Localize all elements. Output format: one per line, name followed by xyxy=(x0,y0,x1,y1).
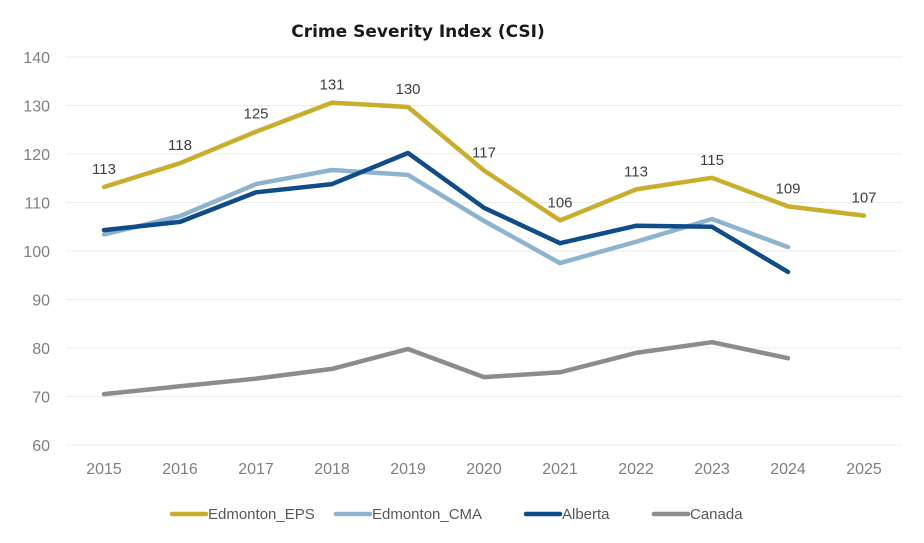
y-tick-label: 90 xyxy=(32,293,50,310)
y-tick-label: 110 xyxy=(24,196,50,213)
x-tick-label: 2020 xyxy=(466,461,502,478)
data-label-edmonton-eps: 131 xyxy=(319,77,344,94)
data-label-edmonton-eps: 130 xyxy=(395,81,420,98)
data-label-edmonton-eps: 117 xyxy=(472,144,496,161)
x-tick-label: 2015 xyxy=(86,461,122,478)
series-line-alberta xyxy=(101,150,791,275)
x-tick-label: 2016 xyxy=(162,461,198,478)
series-line-canada xyxy=(101,339,791,397)
y-tick-label: 120 xyxy=(23,147,50,164)
legend: Edmonton_EPS Edmonton_CMA Alberta Canada xyxy=(169,506,743,523)
x-tick-label: 2023 xyxy=(694,461,730,478)
chart-title: Crime Severity Index (CSI) xyxy=(291,22,544,42)
data-labels: 113 118 125 131 130 117 106 113 115 109 107 xyxy=(92,77,876,212)
y-tick-label: 70 xyxy=(32,390,50,407)
data-label-edmonton-eps: 125 xyxy=(243,106,268,123)
y-tick-label: 60 xyxy=(32,438,50,455)
x-axis-ticks: 2015 2016 2017 2018 2019 2020 2021 2022 2023 2024… xyxy=(86,461,882,478)
y-tick-label: 130 xyxy=(23,99,50,116)
series-line-edmonton-eps xyxy=(101,100,867,223)
y-tick-label: 80 xyxy=(32,341,50,358)
y-axis-ticks: 60 70 80 90 100 110 120 130 140 xyxy=(23,50,50,455)
legend-label: Edmonton_EPS xyxy=(208,506,315,523)
x-tick-label: 2025 xyxy=(846,461,882,478)
data-label-edmonton-eps: 113 xyxy=(624,163,648,180)
data-label-edmonton-eps: 107 xyxy=(851,190,876,207)
legend-label: Alberta xyxy=(562,506,610,523)
x-tick-label: 2022 xyxy=(618,461,654,478)
data-label-edmonton-eps: 118 xyxy=(168,137,192,154)
x-tick-label: 2018 xyxy=(314,461,350,478)
data-label-edmonton-eps: 115 xyxy=(700,152,724,169)
x-tick-label: 2017 xyxy=(238,461,274,478)
x-tick-label: 2019 xyxy=(390,461,426,478)
legend-label: Edmonton_CMA xyxy=(372,506,482,523)
legend-label: Canada xyxy=(690,506,743,523)
series-lines xyxy=(101,100,867,397)
legend-item-edmonton-eps: Edmonton_EPS xyxy=(169,506,315,523)
x-tick-label: 2021 xyxy=(542,461,578,478)
data-label-edmonton-eps: 106 xyxy=(547,194,572,211)
series-line-edmonton-cma xyxy=(101,167,791,266)
data-label-edmonton-eps: 109 xyxy=(775,180,800,197)
legend-item-canada: Canada xyxy=(651,506,743,523)
data-label-edmonton-eps: 113 xyxy=(92,161,116,178)
x-tick-label: 2024 xyxy=(770,461,806,478)
legend-item-alberta: Alberta xyxy=(523,506,610,523)
y-tick-label: 100 xyxy=(23,244,50,261)
legend-item-edmonton-cma: Edmonton_CMA xyxy=(333,506,482,523)
y-tick-label: 140 xyxy=(23,50,50,67)
